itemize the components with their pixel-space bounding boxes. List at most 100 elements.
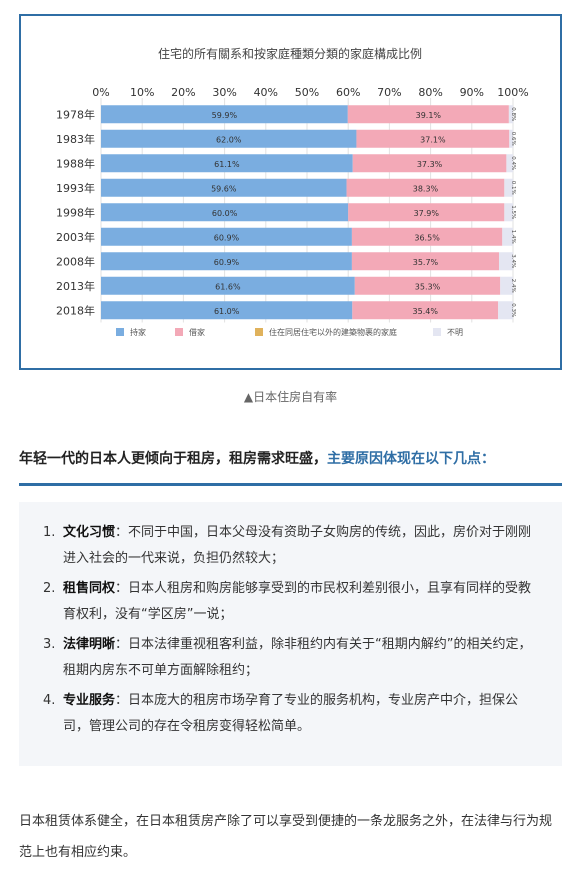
data-label: 37.9% <box>414 209 440 218</box>
data-label-small: 0.8% <box>510 107 516 121</box>
data-label: 59.6% <box>211 184 237 193</box>
data-label: 35.3% <box>415 282 441 291</box>
legend-swatch <box>175 328 183 336</box>
data-label-small: 0.3% <box>510 303 516 317</box>
list-number: 1. <box>43 525 56 540</box>
data-label: 37.3% <box>417 160 443 169</box>
x-tick-label: 90% <box>460 86 484 99</box>
bar-segment <box>101 178 347 197</box>
heading-main: 年轻一代的日本人更倾向于租房，租房需求旺盛， <box>19 451 327 467</box>
y-tick-label: 1993年 <box>56 181 95 195</box>
legend-swatch <box>116 328 124 336</box>
data-label-small: 1.4% <box>510 230 516 244</box>
list-item: 2. 租售同权：日本人租房和购房能够享受到的市民权利差别很小，且享有同样的受教育权… <box>43 576 544 628</box>
list-number: 3. <box>43 637 56 652</box>
list-item-title: 文化习惯 <box>63 525 116 540</box>
bar-segment <box>500 276 513 295</box>
bar-segment <box>101 252 352 271</box>
y-tick-label: 1978年 <box>56 107 95 121</box>
y-tick-label: 2013年 <box>56 279 95 293</box>
legend-label: 住在同居住宅以外的建築物裹的家庭 <box>269 327 397 337</box>
y-tick-label: 2018年 <box>56 303 95 317</box>
data-label: 59.9% <box>212 111 238 120</box>
bar-segment <box>502 227 513 246</box>
bar-segment <box>101 227 352 246</box>
bar-segment <box>506 154 513 173</box>
bar-segment <box>351 227 503 246</box>
data-label: 38.3% <box>413 184 439 193</box>
heading-highlight: 主要原因体现在以下几点： <box>327 451 495 467</box>
data-label-small: 1.5% <box>510 205 516 219</box>
x-tick-label: 70% <box>377 86 401 99</box>
list-item-title: 专业服务 <box>63 693 116 708</box>
y-tick-label: 1983年 <box>56 132 95 146</box>
data-label: 39.1% <box>416 111 442 120</box>
x-tick-label: 80% <box>418 86 442 99</box>
list-item-text: ：日本庞大的租房市场孕育了专业的服务机构，专业房产中介，担保公司，管理公司的存在… <box>63 693 519 734</box>
bar-segment <box>356 129 510 148</box>
data-label-small: 0.6% <box>510 132 516 146</box>
bar-segment <box>101 154 353 173</box>
bar-segment <box>347 105 509 124</box>
data-label-small: 0.1% <box>510 181 516 195</box>
x-tick-label: 40% <box>254 86 278 99</box>
heading-divider <box>19 483 562 486</box>
reasons-box: 1. 文化习惯：不同于中国，日本父母没有资助子女购房的传统，因此，房价对于刚刚进入… <box>19 502 562 766</box>
legend-label: 借家 <box>189 327 205 337</box>
x-tick-label: 100% <box>497 86 528 99</box>
legend-swatch <box>255 328 263 336</box>
chart-frame: 住宅的所有關系和按家庭種類分類的家庭構成比例 0% 10% 20% 30% 40% 50% 6… <box>19 14 562 370</box>
data-label: 35.4% <box>413 307 439 316</box>
chart-caption: ▲日本住房自有率 <box>243 390 338 404</box>
data-label: 61.0% <box>214 307 240 316</box>
data-label: 60.9% <box>214 233 240 242</box>
y-tick-label: 1988年 <box>56 156 95 170</box>
data-label-small: 0.4% <box>510 156 516 170</box>
bar-segment <box>508 105 513 124</box>
list-item-title: 法律明晰 <box>63 637 116 652</box>
data-label: 61.6% <box>215 282 241 291</box>
bar-segment <box>101 276 355 295</box>
chart-title: 住宅的所有關系和按家庭種類分類的家庭構成比例 <box>158 46 422 61</box>
legend-label: 持家 <box>130 327 146 337</box>
bar-segment <box>498 301 513 320</box>
x-tick-label: 20% <box>171 86 195 99</box>
legend-label: 不明 <box>447 328 463 337</box>
bar-segment <box>504 203 513 222</box>
data-label-small: 3.4% <box>510 254 516 268</box>
bar-segment <box>346 178 505 197</box>
data-label: 60.0% <box>212 209 238 218</box>
list-item: 1. 文化习惯：不同于中国，日本父母没有资助子女购房的传统，因此，房价对于刚刚进入… <box>43 520 544 572</box>
section-heading: 年轻一代的日本人更倾向于租房，租房需求旺盛，主要原因体现在以下几点： <box>19 448 495 468</box>
list-item-text: ：日本人租房和购房能够享受到的市民权利差别很小，且享有同样的受教育权利，没有“学… <box>63 581 532 622</box>
y-tick-label: 1998年 <box>56 205 95 219</box>
bar-segment <box>101 129 357 148</box>
x-tick-label: 0% <box>92 86 109 99</box>
legend-swatch <box>433 328 441 336</box>
x-tick-label: 50% <box>295 86 319 99</box>
body-paragraph: 日本租赁体系健全，在日本租赁房产除了可以享受到便捷的一条龙服务之外，在法律与行为… <box>19 814 553 860</box>
data-label: 62.0% <box>216 135 242 144</box>
bar-segment <box>101 105 348 124</box>
reasons-list: 1. 文化习惯：不同于中国，日本父母没有资助子女购房的传统，因此，房价对于刚刚进入… <box>19 502 562 740</box>
y-tick-label: 2003年 <box>56 230 95 244</box>
data-label: 61.1% <box>214 160 240 169</box>
bar-segment <box>348 203 505 222</box>
bar-segment <box>352 154 507 173</box>
list-item-title: 租售同权 <box>63 581 116 596</box>
bar-segment <box>351 252 499 271</box>
list-item-text: ：不同于中国，日本父母没有资助子女购房的传统，因此，房价对于刚刚进入社会的一代来… <box>63 525 532 566</box>
x-tick-label: 60% <box>336 86 360 99</box>
data-label: 35.7% <box>413 258 439 267</box>
data-label-small: 2.4% <box>510 279 516 293</box>
bar-segment <box>504 178 513 197</box>
list-number: 2. <box>43 581 56 596</box>
bar-segment <box>498 252 513 271</box>
bar-segment <box>352 301 499 320</box>
data-label: 60.9% <box>214 258 240 267</box>
bar-segment <box>354 276 501 295</box>
list-item-text: ：日本法律重视租客利益，除非租约内有关于“租期内解约”的相关约定，租期内房东不可… <box>63 637 532 678</box>
y-tick-label: 2008年 <box>56 254 95 268</box>
list-item: 4. 专业服务：日本庞大的租房市场孕育了专业的服务机构，专业房产中介，担保公司，管… <box>43 688 544 740</box>
bar-segment <box>101 203 349 222</box>
